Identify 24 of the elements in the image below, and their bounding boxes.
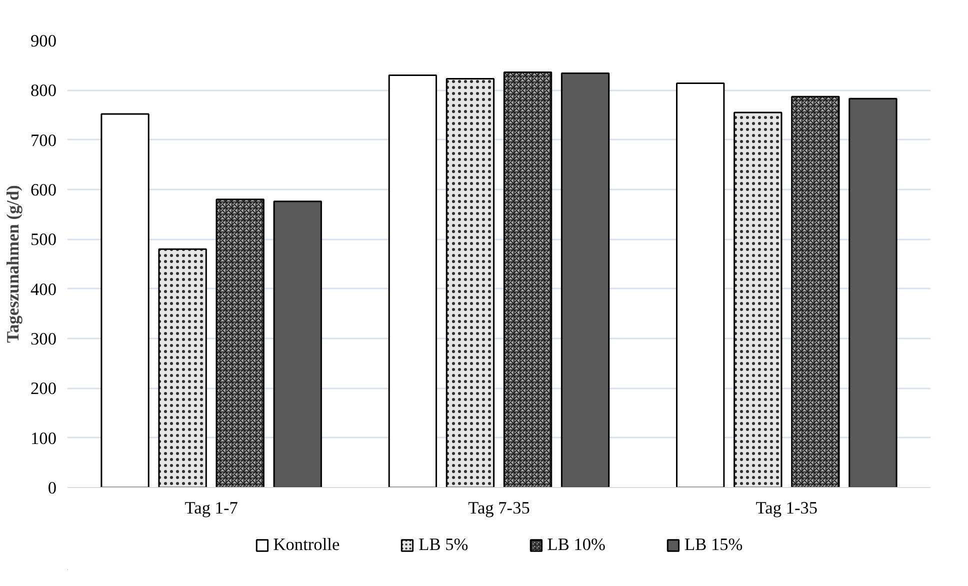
y-tick-label: 700 (30, 130, 57, 150)
legend-label: LB 5% (418, 535, 468, 555)
bar (100, 113, 150, 488)
y-tick-label: 100 (30, 428, 57, 448)
y-tick-label: 200 (30, 379, 57, 398)
legend-label: LB 10% (547, 535, 606, 555)
y-tick-label: 900 (30, 32, 57, 50)
y-tick-label: 0 (48, 478, 57, 498)
y-tick-label: 300 (30, 330, 57, 348)
bar (388, 74, 438, 488)
bar (560, 72, 610, 488)
legend-label: LB 15% (684, 535, 743, 555)
x-tick-label: Tag 1-7 (184, 498, 238, 518)
y-tick-label: 600 (30, 180, 57, 200)
x-tick-label: Tag 1-35 (756, 498, 818, 518)
bar (676, 82, 725, 488)
legend-label: Kontrolle (273, 535, 340, 555)
y-tick-label: 400 (30, 280, 57, 299)
y-tick-label: 800 (30, 81, 57, 100)
y-tick-label: 500 (30, 230, 57, 250)
bar (848, 98, 898, 488)
bar (273, 200, 322, 488)
x-tick-label: Tag 7-35 (468, 498, 530, 518)
y-axis-title: Tageszunahmen (g/d) (4, 184, 23, 343)
